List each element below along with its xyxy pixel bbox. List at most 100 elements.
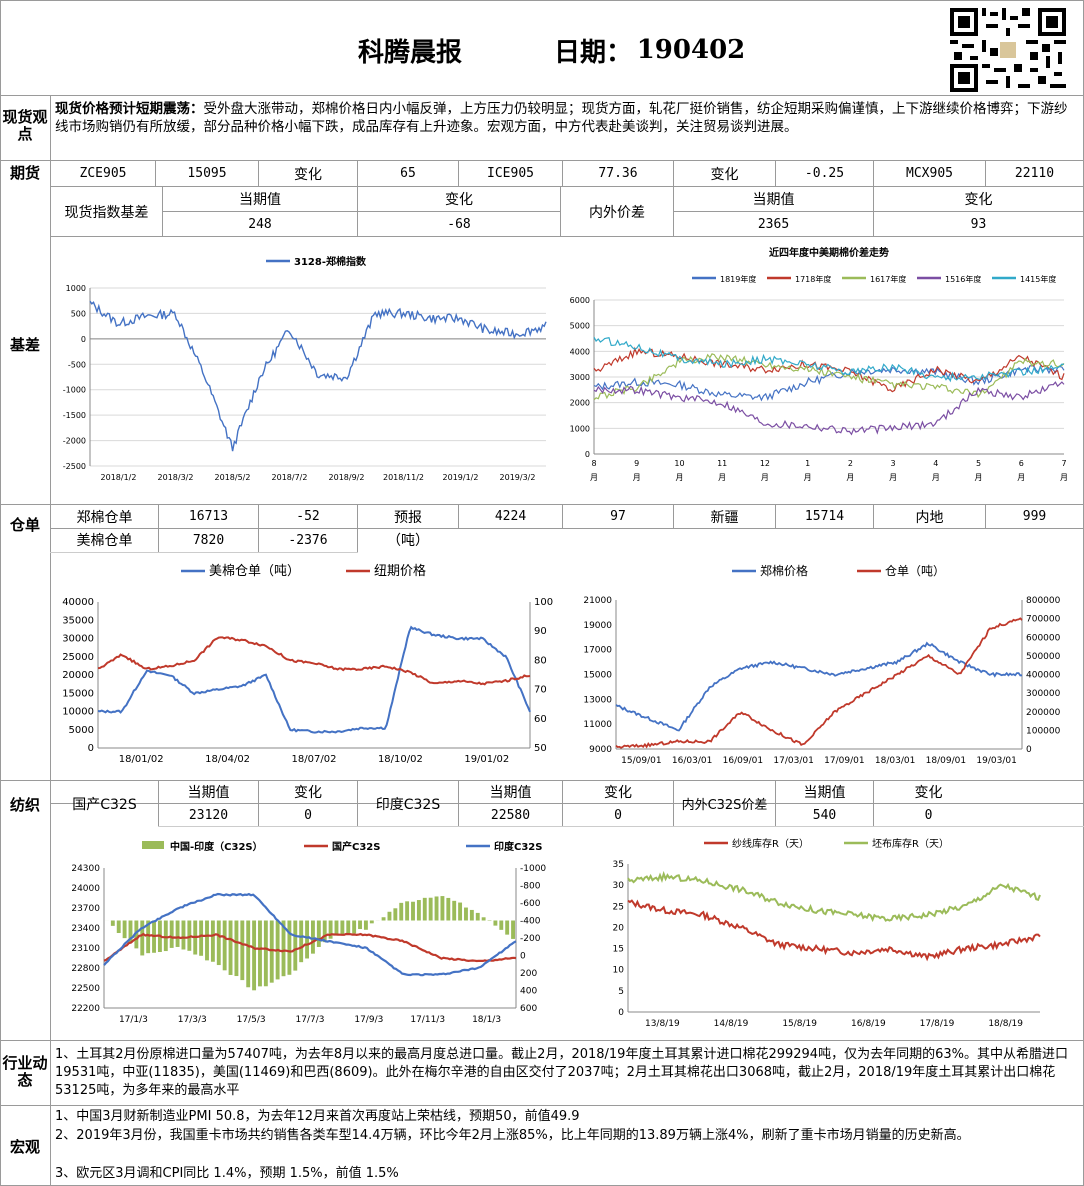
x-tick-label-unit: 月 [675, 473, 683, 482]
zce-warrant-change: -52 [296, 509, 320, 524]
x-tick-label: 2019/3/2 [500, 473, 536, 482]
x-tick-label: 14/8/19 [714, 1019, 749, 1029]
y-tick-label: 35 [613, 860, 624, 870]
legend-label: 坯布库存R（天） [872, 837, 949, 850]
x-tick-label: 17/7/3 [296, 1015, 325, 1025]
y-tick-label: 5000 [69, 725, 94, 736]
futures-change-ice: -0.25 [804, 166, 845, 181]
series-line [593, 353, 1065, 401]
y2-tick-label: 200000 [1026, 708, 1061, 718]
legend-label: 郑棉价格 [760, 563, 808, 578]
x-tick-label: 1 [805, 459, 810, 468]
futures-code-zce: ZCE905 [79, 166, 127, 181]
x-tick-label: 17/1/3 [119, 1015, 148, 1025]
y-tick-label: 1000 [570, 424, 590, 433]
y2-tick-label: 0 [1026, 745, 1032, 755]
futures-change-label-1: 变化 [294, 166, 322, 183]
series-line [593, 364, 1065, 402]
india-change-value: 0 [614, 807, 622, 823]
y-tick-label: 30000 [62, 634, 94, 645]
report-title: 科腾晨报 [357, 37, 462, 68]
x-tick-label: 3 [891, 459, 896, 468]
y-tick-label: 13000 [583, 695, 612, 705]
basis-change-header: 变化 [445, 192, 473, 208]
futures-code-mcx: MCX905 [906, 166, 953, 181]
c32s-price-chart: 24300 24000 23700 23400 23100 22800 22500 22200… [71, 840, 546, 1025]
india-current-header: 当期值 [489, 785, 532, 801]
legend-label: 纽期价格 [374, 563, 426, 579]
report-date: 190402 [636, 35, 746, 65]
y-tick-label: 15000 [62, 688, 94, 699]
spread-label: 内外价差 [589, 204, 645, 221]
x-tick-label-unit: 月 [718, 473, 726, 482]
x-tick-label: 2018/9/2 [329, 473, 365, 482]
bar [352, 920, 357, 934]
bar [493, 920, 498, 926]
y2-tick-label: 100000 [1026, 726, 1061, 736]
us-warrant-change: -2376 [288, 532, 328, 548]
x-tick-label: 7 [1061, 459, 1066, 468]
domestic-current-value: 23120 [188, 807, 229, 823]
zce-price-warrant-chart: 21000 19000 17000 15000 13000 11000 9000 800000… [583, 563, 1061, 766]
legend-label: 中国-印度（C32S） [170, 840, 263, 853]
y-tick-label: 9000 [589, 745, 612, 755]
x-tick-label: 2018/5/2 [215, 473, 251, 482]
futures-price-mcx: 22110 [1014, 166, 1055, 181]
y-tick-label: 1000 [66, 284, 86, 293]
futures-change-zce: 65 [400, 166, 416, 181]
bar [346, 920, 351, 934]
india-change-header: 变化 [604, 785, 632, 801]
y-tick-label: 5000 [570, 322, 590, 331]
y2-tick-label: -800 [520, 882, 541, 892]
y-tick-label: 0 [618, 1008, 624, 1018]
x-tick-label-unit: 月 [804, 473, 812, 482]
domestic-change-value: 0 [304, 807, 312, 823]
bar [322, 920, 327, 943]
bar [464, 907, 468, 921]
x-tick-label: 2018/7/2 [272, 473, 308, 482]
x-tick-label: 11 [717, 459, 727, 468]
x-tick-label-unit: 月 [1060, 473, 1068, 482]
series-line [593, 336, 1065, 383]
basis-label: 现货指数基差 [64, 204, 149, 221]
x-tick-label: 19/03/01 [976, 756, 1016, 766]
x-tick-label: 17/3/3 [178, 1015, 207, 1025]
bar [469, 909, 474, 921]
x-tick-label: 17/8/19 [920, 1019, 955, 1029]
x-tick-label: 16/09/01 [723, 756, 763, 766]
bar [511, 920, 515, 939]
legend-label: 1415年度 [1020, 274, 1056, 284]
x-tick-label-unit: 月 [590, 473, 598, 482]
forecast-change: 97 [610, 509, 626, 524]
bar [287, 920, 292, 975]
bar [416, 900, 421, 921]
series-line [97, 636, 531, 686]
macro-item-3: 3、欧元区3月调和CPI同比 1.4%，预期 1.5%，前值 1.5% [55, 1166, 399, 1181]
x-tick-label: 2019/1/2 [443, 473, 479, 482]
y2-tick-label: 400 [520, 987, 537, 997]
domestic-current-header: 当期值 [187, 785, 230, 801]
bar [393, 908, 398, 921]
y2-tick-label: 600000 [1026, 633, 1061, 643]
x-tick-label: 18/10/02 [378, 754, 423, 765]
section-macro: 宏观 [9, 1137, 40, 1156]
bar [481, 917, 486, 921]
y-tick-label: 17000 [583, 646, 612, 656]
x-tick-label: 18/8/19 [988, 1019, 1023, 1029]
bar [228, 920, 233, 975]
x-tick-label: 18/1/3 [472, 1015, 501, 1025]
bar [311, 920, 315, 954]
bar [316, 920, 321, 947]
bar [216, 920, 221, 966]
series-line [103, 932, 517, 963]
forecast-value: 4224 [494, 509, 527, 524]
forecast-label: 预报 [394, 509, 422, 526]
x-tick-label: 15/8/19 [782, 1019, 817, 1029]
bar [258, 920, 262, 987]
x-tick-label-unit: 月 [846, 473, 854, 482]
bar [475, 912, 480, 921]
y2-tick-label: 800000 [1026, 596, 1061, 606]
bar [134, 920, 139, 949]
bar [446, 897, 451, 921]
bar [399, 902, 404, 921]
